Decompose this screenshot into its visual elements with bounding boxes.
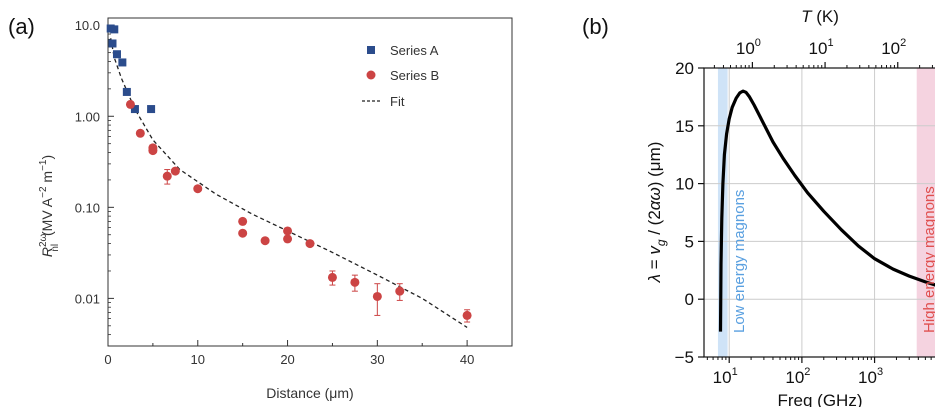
x-tick-label: 20 xyxy=(280,352,294,367)
series-b-point xyxy=(350,277,360,287)
series-a-point xyxy=(108,39,117,48)
x-tick-label: 101 xyxy=(713,366,738,387)
legend-fit-label: Fit xyxy=(390,94,405,109)
series-a-point xyxy=(147,105,156,114)
series-b-point xyxy=(193,184,203,194)
chart-b-top-axis: 100 101 102 xyxy=(713,37,933,68)
y-tick-label: 10 xyxy=(675,175,694,194)
y-tick-label: −5 xyxy=(675,348,694,367)
band-high-energy-label: High energy magnons xyxy=(921,186,935,333)
series-b-point xyxy=(260,236,270,246)
legend-series-a-label: Series A xyxy=(390,43,439,58)
series-a-point xyxy=(130,105,139,114)
top-tick-exponent: 2 xyxy=(900,37,906,49)
x-tick-exponent: 1 xyxy=(732,366,738,378)
series-b-point xyxy=(125,99,135,109)
top-tick-exponent: 1 xyxy=(827,37,833,49)
band-low-energy-label: Low energy magnons xyxy=(731,190,748,333)
chart-a-legend: Series A Series B Fit xyxy=(362,43,439,109)
x-tick-exponent: 2 xyxy=(804,366,810,378)
series-b-point xyxy=(170,166,180,176)
top-tick-label: 101 xyxy=(809,37,834,58)
series-b-point xyxy=(462,310,472,320)
y-tick-label: 5 xyxy=(685,232,694,251)
top-tick-label: 102 xyxy=(881,37,906,58)
chart-a-xlabel: Distance (μm) xyxy=(266,385,353,401)
series-b-point xyxy=(238,228,248,238)
series-a-point xyxy=(122,87,131,96)
x-tick-exponent: 3 xyxy=(877,366,883,378)
series-b-point xyxy=(148,146,158,156)
chart-b-ticks: −5 0 5 10 15 20 101 102 103 xyxy=(675,59,932,387)
x-tick-label: 102 xyxy=(785,366,810,387)
y-tick-label: 15 xyxy=(675,117,694,136)
legend-series-a-marker xyxy=(367,46,375,54)
legend-series-b-marker xyxy=(366,70,376,80)
chart-a-ticks: 0 10 20 30 40 0.01 0.10 1.00 10.0 xyxy=(75,18,475,367)
series-b-point xyxy=(372,291,382,301)
chart-a-frame xyxy=(107,17,513,347)
y-tick-label: 20 xyxy=(675,59,694,78)
top-tick-label: 100 xyxy=(736,37,761,58)
x-tick-label: 30 xyxy=(370,352,384,367)
panel-b-label: (b) xyxy=(582,14,609,39)
chart-b-xlabel: Freq (GHz) xyxy=(778,391,863,407)
chart-b-curve-layer xyxy=(718,89,935,332)
series-b-point xyxy=(238,216,248,226)
chart-b-top-xlabel: T (K) xyxy=(801,7,839,26)
chart-b-ylabel: λ = vg / (2αω) (μm) xyxy=(645,142,668,284)
chart-a-points xyxy=(106,24,472,323)
chart-b-grid xyxy=(704,68,935,357)
x-tick-label: 10 xyxy=(191,352,205,367)
series-b-point xyxy=(395,286,405,296)
series-b-point xyxy=(327,272,337,282)
panel-a-label: (a) xyxy=(8,14,35,39)
x-tick-label: 103 xyxy=(858,366,883,387)
x-tick-label: 40 xyxy=(460,352,474,367)
top-tick-exponent: 0 xyxy=(755,37,761,49)
series-a-point xyxy=(118,58,127,67)
legend-series-b-label: Series B xyxy=(390,68,439,83)
series-a-point xyxy=(110,25,119,34)
chart-b-frame xyxy=(703,67,935,358)
y-tick-label: 0.10 xyxy=(75,200,100,215)
series-a-point xyxy=(112,50,121,59)
y-tick-label: 1.00 xyxy=(75,109,100,124)
x-tick-label: 0 xyxy=(104,352,111,367)
series-b-point xyxy=(305,239,315,249)
chart-a-ylabel: R2ωnl (MV A−2 m−1) xyxy=(38,155,61,257)
y-tick-label: 10.0 xyxy=(75,18,100,33)
series-b-point xyxy=(135,128,145,138)
series-b-point xyxy=(283,234,293,244)
lambda-curve xyxy=(718,89,935,332)
y-tick-label: 0 xyxy=(685,290,694,309)
y-tick-label: 0.01 xyxy=(75,291,100,306)
series-b-point xyxy=(162,171,172,181)
series-b-point xyxy=(283,226,293,236)
